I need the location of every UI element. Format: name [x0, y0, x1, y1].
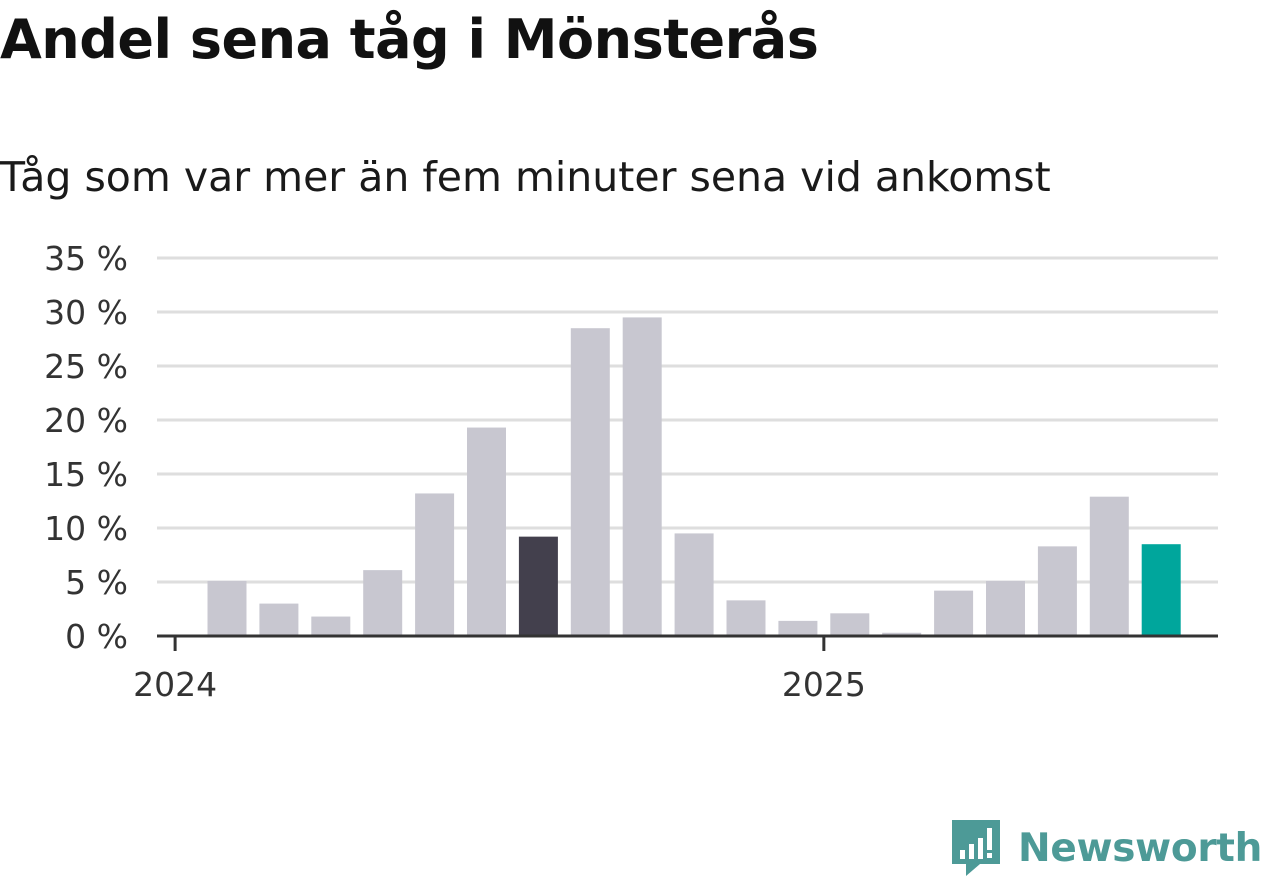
bar: [311, 616, 351, 636]
bar: [415, 493, 455, 636]
x-tick-label: 2024: [133, 665, 217, 704]
bar: [259, 603, 299, 636]
y-tick-label: 20 %: [44, 401, 128, 440]
bar: [674, 533, 714, 636]
y-tick-label: 15 %: [44, 455, 128, 494]
newsworthy-logo-icon: [952, 820, 1000, 876]
newsworthy-logo: Newsworthy: [950, 818, 1262, 878]
bar: [934, 590, 974, 636]
bar: [882, 632, 922, 636]
bar: [1089, 496, 1129, 636]
bar: [622, 317, 662, 636]
bar: [726, 600, 766, 636]
chart-subtitle: Tåg som var mer än fem minuter sena vid …: [0, 153, 1051, 201]
x-tick-label: 2025: [782, 665, 866, 704]
bar: [830, 613, 870, 636]
chart-title: Andel sena tåg i Mönsterås: [0, 8, 819, 71]
y-tick-label: 10 %: [44, 509, 128, 548]
bar: [207, 580, 247, 636]
bar: [1141, 544, 1181, 636]
newsworthy-logo-text: Newsworthy: [1018, 825, 1262, 871]
bar: [467, 427, 506, 636]
y-tick-label: 30 %: [44, 293, 128, 332]
y-tick-label: 5 %: [65, 563, 128, 602]
y-tick-label: 0 %: [65, 617, 128, 656]
bar: [986, 580, 1025, 636]
bar: [570, 328, 610, 636]
bar: [363, 570, 403, 636]
bar: [778, 620, 818, 636]
bar: [1037, 546, 1077, 636]
y-tick-label: 25 %: [44, 347, 128, 386]
bar: [518, 536, 558, 636]
y-tick-label: 35 %: [44, 239, 128, 278]
